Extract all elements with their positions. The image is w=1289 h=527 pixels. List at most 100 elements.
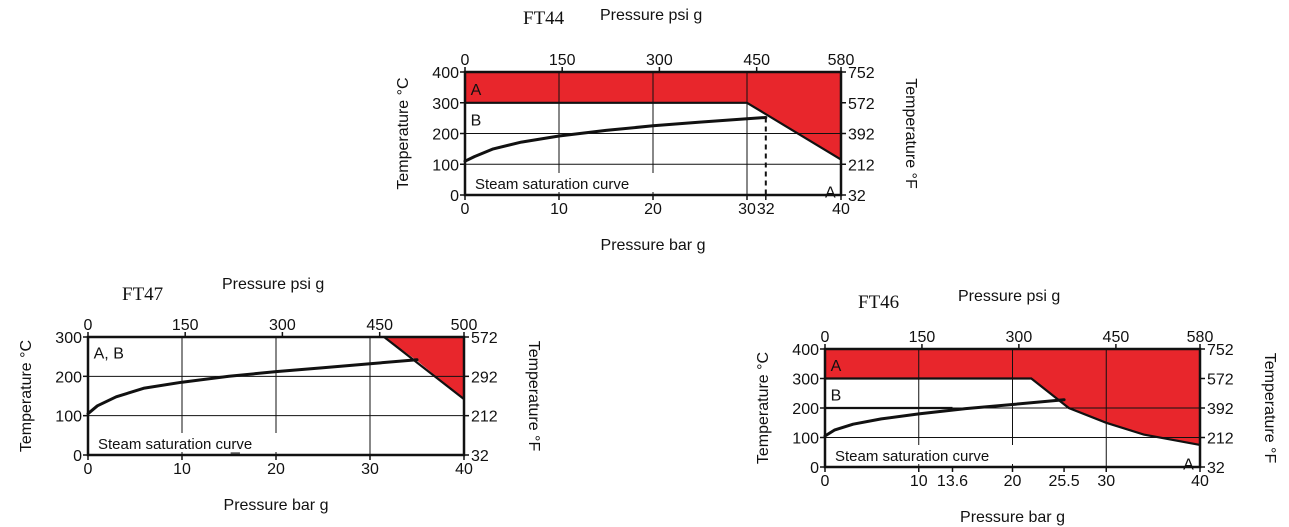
x-tick-label: 20 (1004, 473, 1022, 490)
x-tick-label: 20 (644, 201, 662, 218)
x-tick-label: 0 (84, 461, 93, 478)
right-tick-label: 212 (848, 157, 875, 174)
extra-mark: _ (230, 437, 241, 454)
curve-label: Steam saturation curve (835, 448, 989, 465)
right-tick-label: 32 (1207, 460, 1225, 477)
right-axis-label: Temperature °F (525, 341, 542, 452)
y-tick-label: 100 (55, 409, 82, 426)
right-tick-label: 572 (848, 96, 875, 113)
line-b (465, 101, 842, 161)
curve-label-bg (471, 173, 667, 192)
line-b (825, 377, 1201, 446)
top-tick-label: 150 (172, 317, 199, 334)
y-tick-label: 100 (792, 431, 819, 448)
right-tick-label: 392 (848, 127, 875, 144)
x-tick-label: 40 (1191, 473, 1209, 490)
right-tick-label: 32 (848, 188, 866, 205)
x-tick-label: 30 (738, 201, 756, 218)
region-label: B (831, 388, 842, 405)
top-tick-label: 580 (828, 52, 855, 69)
right-axis-label: Temperature °F (902, 78, 919, 189)
curve-label: Steam saturation curve (98, 436, 252, 453)
curve-label: Steam saturation curve (475, 176, 629, 193)
right-tick-label: 212 (471, 409, 498, 426)
x-tick-label: 40 (455, 461, 473, 478)
right-axis-label: Temperature °F (1261, 353, 1278, 464)
right-tick-label: 292 (471, 369, 498, 386)
saturation-curve (463, 116, 768, 163)
right-tick-label: 752 (848, 65, 875, 82)
y-tick-label: 400 (432, 65, 459, 82)
region-label: A (825, 184, 836, 201)
top-tick-label: 450 (743, 52, 770, 69)
model-title: FT46 (858, 292, 899, 313)
x-tick-label: 30 (1097, 473, 1115, 490)
top-axis-label: Pressure psi g (222, 276, 324, 293)
top-tick-label: 500 (451, 317, 478, 334)
x-tick-label: 40 (832, 201, 850, 218)
y-tick-label: 200 (55, 369, 82, 386)
region-a-fill (384, 337, 464, 400)
top-tick-label: 0 (84, 317, 93, 334)
left-axis-label: Temperature °C (18, 340, 35, 452)
top-tick-label: 450 (1103, 329, 1130, 346)
region-label: A (831, 358, 842, 375)
y-tick-label: 0 (810, 460, 819, 477)
top-tick-label: 150 (549, 52, 576, 69)
left-axis-label: Temperature °C (395, 77, 412, 189)
saturation-curve (86, 358, 419, 416)
right-tick-label: 572 (1207, 372, 1234, 389)
right-tick-label: 212 (1207, 431, 1234, 448)
left-axis-label: Temperature °C (755, 352, 772, 464)
top-tick-label: 300 (1006, 329, 1033, 346)
x-tick-label: 0 (821, 473, 830, 490)
model-title: FT44 (523, 8, 565, 29)
line-b (383, 336, 465, 400)
region-label: A (1183, 456, 1194, 473)
x-tick-label: 30 (361, 461, 379, 478)
y-tick-label: 300 (432, 96, 459, 113)
x-tick-label: 20 (267, 461, 285, 478)
top-axis-label: Pressure psi g (958, 288, 1060, 305)
x-tick-label: 32 (757, 201, 775, 218)
x-tick-label: 10 (550, 201, 568, 218)
curve-label-bg (94, 433, 290, 452)
top-tick-label: 0 (461, 52, 470, 69)
y-tick-label: 0 (73, 448, 82, 465)
saturation-curve (823, 398, 1066, 438)
top-tick-label: 580 (1187, 329, 1214, 346)
y-tick-label: 100 (432, 157, 459, 174)
x-tick-label: 10 (910, 473, 928, 490)
region-label: B (471, 113, 482, 130)
right-tick-label: 752 (1207, 342, 1234, 359)
chart-panel-ft46: 0 10 13.6 20 25.5 30 40 0 150 300 450 580 0 100 200 300… (755, 288, 1278, 526)
region-label: A, B (94, 346, 124, 363)
right-tick-label: 392 (1207, 401, 1234, 418)
x-tick-label: 25.5 (1048, 473, 1079, 490)
top-tick-label: 300 (646, 52, 673, 69)
x-tick-label: 10 (173, 461, 191, 478)
top-tick-label: 150 (909, 329, 936, 346)
top-tick-label: 300 (269, 317, 296, 334)
chart-panel-ft47: 0 10 20 30 40 0 150 300 450 500 0 100 200 300 32 212 292… (18, 276, 542, 514)
region-label: A (471, 82, 482, 99)
y-tick-label: 200 (792, 401, 819, 418)
model-title: FT47 (122, 284, 163, 305)
y-tick-label: 300 (792, 372, 819, 389)
x-tick-label: 0 (461, 201, 470, 218)
bottom-axis-label: Pressure bar g (960, 509, 1065, 526)
y-tick-label: 300 (55, 330, 82, 347)
bottom-axis-label: Pressure bar g (601, 237, 706, 254)
curve-label-bg (831, 445, 1027, 464)
bottom-axis-label: Pressure bar g (224, 497, 329, 514)
right-tick-label: 32 (471, 448, 489, 465)
top-tick-label: 0 (821, 329, 830, 346)
chart-panel-ft44: 0 10 20 30 32 400 150 300 450 5800100200300400322… (395, 7, 919, 254)
top-tick-label: 450 (366, 317, 393, 334)
top-axis-label: Pressure psi g (600, 7, 702, 24)
y-tick-label: 0 (450, 188, 459, 205)
x-tick-label: 13.6 (937, 473, 968, 490)
right-tick-label: 572 (471, 330, 498, 347)
y-tick-label: 200 (432, 127, 459, 144)
